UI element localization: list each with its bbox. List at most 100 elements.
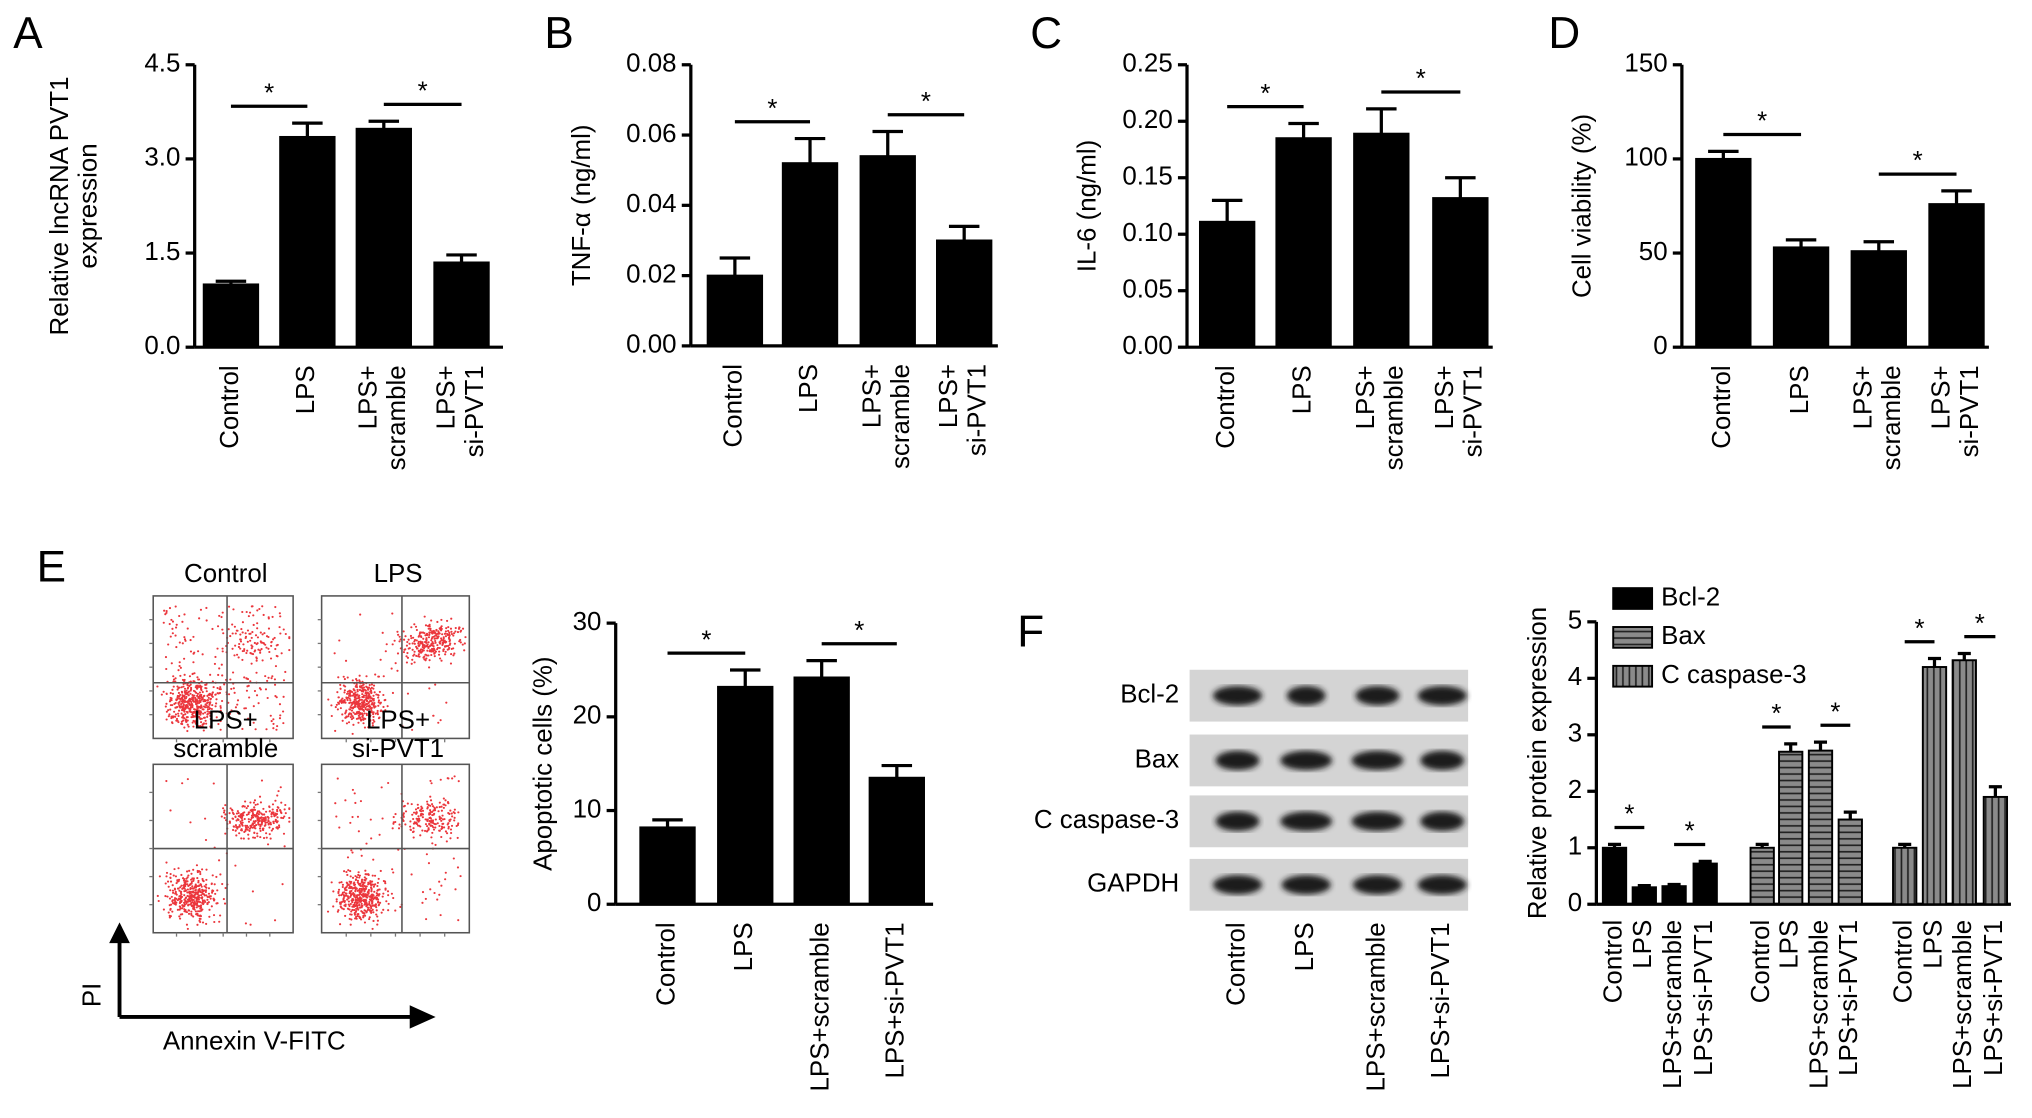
legend-label: C caspase-3: [1661, 661, 1806, 689]
plot-title: LPS+ si-PVT1: [352, 706, 444, 763]
bar: [1432, 197, 1489, 349]
blot-band: [1280, 750, 1333, 771]
y-tick-label: 0.05: [1122, 276, 1172, 304]
bar: [1198, 220, 1256, 349]
scatter-dots: [326, 775, 462, 930]
bar: [1892, 846, 1918, 906]
significance-label: *: [1913, 147, 1923, 175]
error-bar: [719, 256, 751, 276]
bar: [1749, 846, 1775, 906]
significance-label: *: [1975, 610, 1985, 638]
x-tick-label: LPS+scramble: [1805, 920, 1833, 1089]
panel-label: D: [1548, 9, 1580, 58]
blot-band: [1355, 685, 1400, 706]
error-bar: [1927, 656, 1942, 668]
flow-x-axis-label: Annexin V-FITC: [163, 1028, 346, 1056]
error-bar: [368, 119, 400, 129]
bar: [936, 239, 993, 347]
x-tick-label: LPS+si-PVT1: [1980, 920, 2008, 1076]
y-tick-label: 1: [1568, 833, 1582, 861]
x-tick-label: LPS+scramble: [1849, 365, 1906, 470]
significance-label: *: [1260, 80, 1270, 108]
blot-band: [1417, 685, 1467, 706]
blot-band: [1417, 875, 1467, 895]
x-tick-label: LPS: [1776, 920, 1804, 969]
error-bar: [1957, 651, 1971, 661]
error-bar: [292, 121, 323, 137]
y-tick-label: 4: [1568, 663, 1582, 691]
flow-y-axis-label: PI: [78, 983, 106, 1007]
error-bar: [948, 224, 980, 241]
y-axis-label: TNF-α (ng/ml): [568, 124, 596, 286]
blot-band: [1281, 875, 1331, 895]
y-tick-label: 0.08: [626, 50, 676, 78]
blot-band: [1351, 750, 1404, 771]
x-tick-label: Control: [1890, 920, 1918, 1003]
y-tick-label: 0.20: [1122, 106, 1172, 134]
bar: [1631, 886, 1657, 906]
bar: [868, 776, 925, 906]
blot-band: [1212, 875, 1263, 895]
plot-title: Control: [184, 560, 267, 588]
x-tick-label: LPS+si-PVT1: [1690, 920, 1718, 1076]
error-bar: [1708, 149, 1739, 159]
y-tick-label: 0.10: [1122, 219, 1172, 247]
y-tick-label: 0.02: [626, 260, 676, 288]
significance-label: *: [1624, 801, 1634, 829]
blot-band: [1352, 875, 1403, 895]
blot-band: [1420, 750, 1465, 771]
error-bar: [1366, 107, 1397, 134]
significance-label: *: [701, 626, 711, 654]
legend-swatch: [1612, 587, 1654, 610]
panel-label: A: [13, 9, 43, 58]
y-tick-label: 0.25: [1122, 50, 1172, 78]
error-bar: [806, 658, 837, 678]
x-tick-label: LPS+scramble: [1659, 920, 1687, 1089]
error-bar: [652, 818, 683, 828]
y-tick-label: 3: [1568, 720, 1582, 748]
y-tick-label: 0.00: [1122, 332, 1172, 360]
arrow-head: [109, 922, 130, 944]
x-tick-label: LPS+scramble: [858, 364, 915, 469]
plot-title: LPS: [374, 560, 423, 588]
x-tick-label: LPS+si-PVT1: [432, 365, 489, 457]
error-bar: [1784, 742, 1798, 752]
bar: [859, 155, 916, 347]
bar: [1837, 818, 1863, 906]
bar: [355, 127, 412, 349]
significance-label: *: [1771, 700, 1781, 728]
x-tick-label: LPS: [292, 365, 320, 414]
arrow-head: [409, 1005, 436, 1029]
bar: [1275, 137, 1332, 349]
significance-label: *: [418, 78, 428, 106]
bar: [781, 162, 839, 347]
legend-label: Bcl-2: [1661, 583, 1720, 611]
legend-label: Bax: [1661, 622, 1706, 650]
bar: [1772, 246, 1830, 349]
bar: [1807, 749, 1834, 906]
y-tick-label: 0: [587, 889, 601, 917]
y-tick-label: 3.0: [144, 144, 180, 172]
significance-label: *: [1757, 108, 1767, 136]
significance-label: *: [1830, 698, 1840, 726]
error-bar: [1813, 740, 1828, 751]
x-tick-label: Control: [1747, 920, 1775, 1003]
y-axis-label: Apoptotic cells (%): [529, 656, 557, 870]
error-bar: [446, 253, 477, 263]
significance-label: *: [264, 79, 274, 107]
error-bar: [1785, 238, 1817, 248]
protein-label: Bcl-2: [1120, 681, 1179, 709]
x-tick-label: LPS+si-PVT1: [882, 922, 910, 1078]
significance-label: *: [767, 95, 777, 123]
y-tick-label: 0: [1653, 332, 1667, 360]
x-tick-label: Control: [720, 364, 748, 447]
bar: [717, 685, 774, 906]
error-bar: [1843, 810, 1857, 820]
y-tick-label: 10: [573, 795, 602, 823]
significance-label: *: [921, 88, 931, 116]
x-tick-label: Control: [1212, 365, 1240, 448]
lane-label: LPS+si-PVT1: [1427, 922, 1455, 1078]
x-tick-label: LPS+si-PVT1: [1835, 920, 1863, 1076]
bar: [1778, 750, 1804, 906]
